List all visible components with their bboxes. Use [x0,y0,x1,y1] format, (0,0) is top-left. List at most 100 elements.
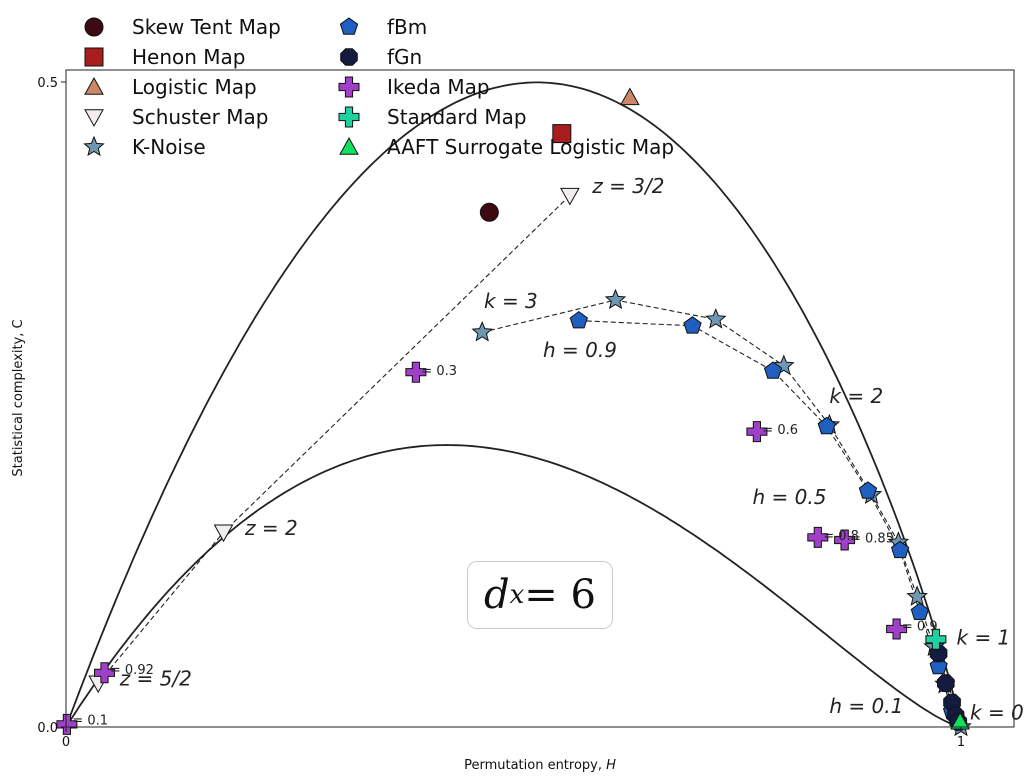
legend-swatch-2 [84,76,104,95]
point-ikeda-2 [405,361,427,383]
legend-marker-octagon-icon [340,48,358,66]
legend-label: fBm [387,15,428,39]
point-k-noise-2 [705,308,727,329]
point-k-noise-0 [471,321,493,342]
y-axis-title: Statistical complexity, C [11,319,26,476]
x-tick-label-1: 1 [957,735,965,750]
legend-marker-plus-icon [338,76,360,98]
point-fbm-0 [569,310,588,329]
legend-item-skew-tent: Skew Tent Map [80,12,281,42]
annotation-z52: z = 5/2 [119,667,192,691]
legend-marker-triangle-up-icon [339,136,359,155]
legend-label: Standard Map [387,105,527,129]
legend-item-aaft: AAFT Surrogate Logistic Map [335,132,674,162]
point-schuster-1 [213,524,234,543]
point-aaft-0 [950,711,970,730]
annotation-h01: h = 0.1 [829,694,903,718]
series-lines [97,195,962,727]
point-k-noise-7 [906,585,928,606]
legend-item-henon: Henon Map [80,42,246,72]
legend-swatch-9 [339,136,359,155]
series-markers [56,87,972,737]
point-ikeda-6 [886,618,908,640]
point-fbm-4 [858,481,878,499]
point-fbm-1 [683,316,702,334]
legend-item-schuster: Schuster Map [80,102,268,132]
y-tick-label-1: 0.5 [37,76,58,91]
point-k-noise-1 [604,288,627,310]
complexity-bounds [66,81,962,727]
point-ikeda-0 [56,713,78,735]
legend-label: K-Noise [132,135,206,159]
legend-marker-pentagon-icon [339,17,359,35]
legend-swatch-8 [338,106,360,128]
legend-item-fbm: fBm [335,12,427,42]
legend: Skew Tent Map Henon Map Logistic Map Schust… [80,12,720,164]
annotation-k2: k = 2 [829,384,883,408]
legend-item-fgn: fGn [335,42,422,72]
legend-item-standard: Standard Map [335,102,527,132]
annotation-i092: = 0.92 [110,663,154,678]
annotation-h05: h = 0.5 [753,485,827,509]
y-tick-label-0: 0.0 [37,721,58,736]
legend-item-logistic: Logistic Map [80,72,257,102]
annotation-i03: = 0.3 [421,364,457,379]
point-fbm-3 [817,416,836,435]
point-schuster-0 [560,187,580,206]
annotation-i09: = 0.9 [902,619,938,634]
point-ikeda-3 [746,421,768,443]
upper-bound-curve [66,81,962,727]
annotations: z = 3/2 z = 2 z = 5/2 k = 3 k = 2 k = 1 k = 0 h… [72,174,1023,729]
legend-marker-triangle-down-icon [84,109,104,128]
legend-label: fGn [387,45,423,69]
legend-marker-star-icon [83,135,105,157]
annotation-k0: k = 0 [970,700,1024,724]
legend-label: Schuster Map [132,105,269,129]
legend-marker-triangle-up-icon [84,76,104,95]
point-ikeda-5 [834,529,856,551]
annotation-k1: k = 1 [957,625,1011,649]
legend-swatch-6 [340,48,358,66]
legend-item-k-noise: K-Noise [80,132,206,162]
annotation-z2: z = 2 [244,516,298,540]
lower-bound-curve [66,444,962,727]
annotation-i01: = 0.1 [72,713,108,728]
point-logistic-0 [620,87,640,106]
legend-marker-circle-icon [84,17,104,37]
point-fbm-5 [891,540,910,559]
legend-marker-plus-icon [338,106,360,128]
legend-item-ikeda: Ikeda Map [335,72,490,102]
point-ikeda-1 [94,662,115,684]
legend-swatch-3 [84,109,104,128]
point-standard-0 [925,628,947,650]
point-fgn-1 [937,674,955,692]
annotation-i085: = 0.85 [850,532,894,547]
annotation-i06: = 0.6 [762,423,798,438]
point-fbm-6 [910,602,929,620]
x-axis-title: Permutation entropy, H [464,758,616,773]
point-fbm-2 [763,361,783,379]
legend-label: Henon Map [132,45,246,69]
annotation-i08: = 0.8 [823,529,859,544]
point-henon-0 [552,124,572,144]
legend-label: Logistic Map [132,75,257,99]
legend-swatch-7 [338,76,360,98]
x-tick-label-0: 0 [62,735,70,750]
legend-swatch-5 [339,17,359,35]
legend-swatch-4 [83,135,105,157]
legend-marker-square-icon [84,47,104,67]
legend-label: Ikeda Map [387,75,490,99]
point-ikeda-4 [807,526,829,548]
axis-ticks: 0 1 0.0 0.5 [37,76,965,750]
legend-swatch-0 [84,17,104,37]
annotation-h09: h = 0.9 [543,338,617,362]
plot-frame [65,69,1015,728]
series-line-4 [482,299,962,727]
annotation-z32: z = 3/2 [591,174,664,198]
legend-swatch-1 [84,47,104,67]
annotation-k3: k = 3 [484,289,538,313]
legend-label: Skew Tent Map [132,15,281,39]
legend-label: AAFT Surrogate Logistic Map [387,135,675,159]
